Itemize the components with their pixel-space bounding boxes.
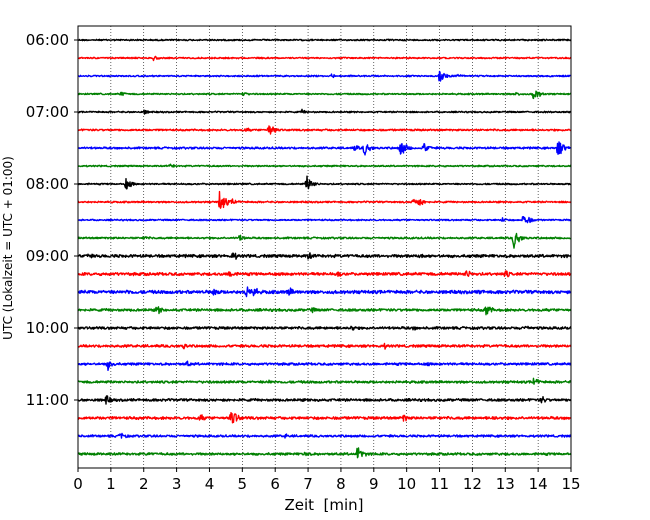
x-tick-label: 11: [430, 475, 449, 493]
seismic-trace: [77, 70, 572, 82]
y-tick-label: 06:00: [26, 31, 69, 49]
y-tick-label: 11:00: [26, 391, 69, 409]
x-tick-label: 7: [303, 475, 313, 493]
seismic-trace: [77, 175, 572, 190]
seismic-trace: [77, 270, 572, 278]
plot-frame: [77, 25, 572, 469]
x-tick-label: 8: [336, 475, 346, 493]
x-tick-label: 9: [369, 475, 379, 493]
x-tick-label: 1: [106, 475, 116, 493]
x-tick-label: 6: [270, 475, 280, 493]
seismic-trace: [77, 412, 572, 424]
y-tick-label: 09:00: [26, 247, 69, 265]
seismic-trace: [77, 377, 572, 385]
seismic-trace: [77, 447, 572, 459]
y-tick-label: 10:00: [26, 319, 69, 337]
y-axis: 06:00 07:00 08:00 09:00 10:00 11:00: [26, 31, 78, 409]
seismic-trace: [77, 325, 572, 331]
seismic-trace: [77, 342, 572, 350]
seismic-trace: [77, 90, 572, 100]
x-tick-label: 10: [397, 475, 416, 493]
seismic-trace: [77, 306, 572, 316]
seismic-trace: [77, 360, 572, 371]
seismic-trace: [77, 432, 572, 439]
x-tick-label: 0: [73, 475, 83, 493]
x-tick-label: 12: [463, 475, 482, 493]
seismic-trace: [77, 190, 572, 209]
seismic-trace: [77, 141, 572, 156]
y-tick-label: 07:00: [26, 103, 69, 121]
seismic-trace: [77, 108, 572, 115]
x-tick-label: 15: [561, 475, 580, 493]
seismic-trace: [77, 232, 572, 249]
seismic-traces: [77, 38, 572, 459]
x-tick-label: 2: [139, 475, 149, 493]
x-tick-label: 5: [238, 475, 248, 493]
seismic-trace: [77, 55, 572, 62]
seismic-trace: [77, 125, 572, 135]
x-tick-label: 14: [529, 475, 548, 493]
seismic-trace: [77, 395, 572, 405]
seismic-trace: [77, 215, 572, 224]
seismic-trace: [77, 163, 572, 168]
x-tick-label: 13: [496, 475, 515, 493]
seismic-trace: [77, 38, 572, 42]
x-tick-label: 3: [172, 475, 182, 493]
x-axis-title: Zeit [min]: [284, 496, 363, 514]
x-axis: 0 1 2 3 4 5 6 7 8 9 10 11 12 13 14 15: [73, 468, 581, 493]
x-tick-label: 4: [205, 475, 215, 493]
y-tick-label: 08:00: [26, 175, 69, 193]
seismic-trace: [77, 252, 572, 260]
y-axis-title: UTC (Lokalzeit = UTC + 01:00): [1, 156, 15, 340]
seismic-trace: [77, 286, 572, 298]
